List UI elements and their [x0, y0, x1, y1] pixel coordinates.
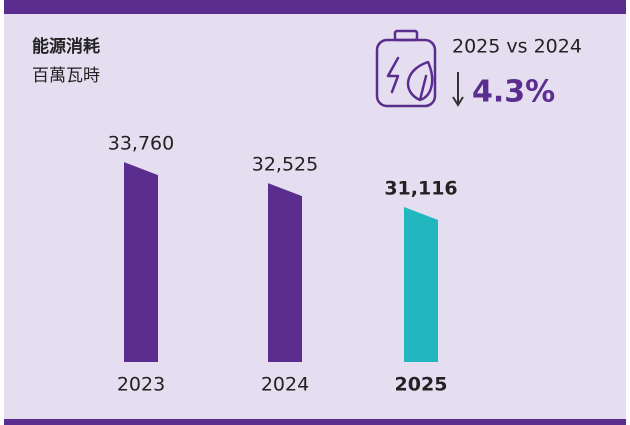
x-tick-label: 2024	[261, 374, 309, 396]
battery-icon	[375, 29, 437, 108]
bar	[404, 207, 438, 362]
x-tick-label: 2023	[117, 374, 165, 396]
value-label: 32,525	[252, 154, 318, 176]
change-value: 4.3%	[472, 75, 555, 110]
bar	[124, 162, 158, 362]
value-label: 33,760	[108, 133, 174, 155]
bar	[268, 183, 302, 362]
bottom-band	[4, 419, 626, 425]
chart-subtitle: 百萬瓦時	[32, 66, 100, 86]
comparison-label: 2025 vs 2024	[452, 36, 582, 58]
panel	[4, 0, 626, 425]
chart-title: 能源消耗	[32, 36, 100, 57]
value-label: 31,116	[384, 178, 457, 200]
x-tick-label: 2025	[395, 374, 448, 396]
top-band	[4, 0, 626, 14]
down-arrow	[452, 72, 464, 107]
